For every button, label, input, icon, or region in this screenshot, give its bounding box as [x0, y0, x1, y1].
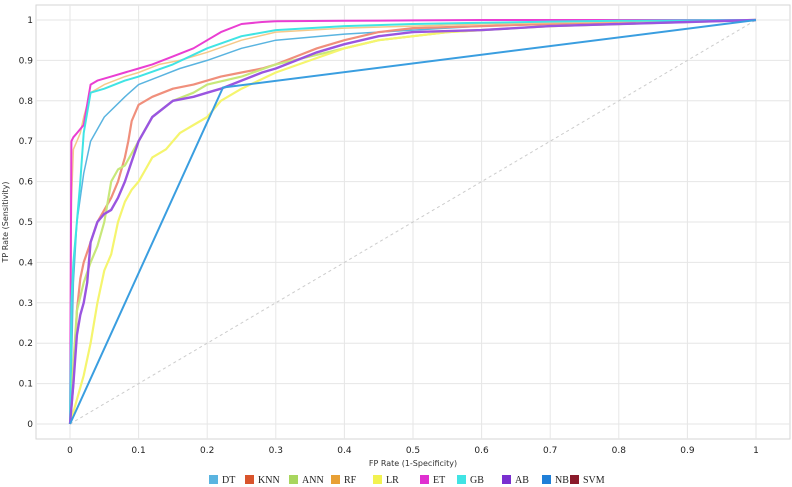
x-tick-label: 0.3 — [269, 446, 283, 456]
y-tick-label: 0.5 — [19, 218, 33, 228]
roc-line-rf — [69, 19, 757, 425]
y-axis-title: TP Rate (Sensitivity) — [1, 181, 10, 263]
legend-label: AB — [515, 475, 529, 486]
legend-item-svm: SVM — [570, 475, 605, 486]
legend-item-ann: ANN — [289, 475, 324, 486]
legend-item-rf: RF — [331, 475, 357, 486]
y-tick-label: 0.8 — [19, 97, 34, 107]
legend-swatch — [289, 475, 298, 484]
legend-label: RF — [344, 475, 357, 486]
legend-item-et: ET — [420, 475, 445, 486]
legend-label: SVM — [583, 475, 605, 486]
legend-item-knn: KNN — [245, 475, 280, 486]
x-tick-label: 0.2 — [200, 446, 214, 456]
legend-swatch — [542, 475, 551, 484]
x-tick-label: 1 — [753, 446, 759, 456]
y-tick-label: 0.1 — [19, 380, 33, 390]
legend-label: ANN — [302, 475, 324, 486]
y-tick-label: 0.2 — [19, 339, 33, 349]
roc-line-nb — [69, 19, 757, 425]
legend-label: ET — [433, 475, 445, 486]
legend-label: NB — [555, 475, 569, 486]
x-tick-label: 0.8 — [612, 446, 627, 456]
x-tick-labels: 0 0.1 0.2 0.3 0.4 0.5 0.6 0.7 0.8 0.9 1 — [67, 446, 759, 456]
roc-line-gb — [69, 19, 757, 425]
legend-swatch — [457, 475, 466, 484]
legend-label: DT — [222, 475, 235, 486]
legend-swatch — [420, 475, 429, 484]
x-axis-title: FP Rate (1-Specificity) — [369, 459, 457, 468]
legend-swatch — [502, 475, 511, 484]
legend-swatch — [245, 475, 254, 484]
x-tick-label: 0 — [67, 446, 73, 456]
legend-label: GB — [470, 475, 484, 486]
x-tick-label: 0.5 — [406, 446, 420, 456]
x-tick-label: 0.7 — [543, 446, 557, 456]
legend-label: LR — [386, 475, 399, 486]
legend-item-nb: NB — [542, 475, 569, 486]
roc-line-et — [69, 19, 756, 425]
legend-item-gb: GB — [457, 475, 484, 486]
legend-swatch — [209, 475, 218, 484]
legend-item-ab: AB — [502, 475, 529, 486]
x-tick-label: 0.1 — [131, 446, 145, 456]
legend-item-dt: DT — [209, 475, 235, 486]
y-tick-label: 0.6 — [19, 178, 34, 188]
legend-swatch — [570, 475, 579, 484]
y-tick-label: 1 — [27, 16, 33, 26]
legend-swatch — [373, 475, 382, 484]
y-tick-label: 0.4 — [19, 258, 34, 268]
y-tick-label: 0.3 — [19, 299, 33, 309]
legend-swatch — [331, 475, 340, 484]
x-tick-label: 0.9 — [680, 446, 695, 456]
x-tick-label: 0.4 — [337, 446, 352, 456]
legend: DT KNN ANN RF LR ET GB AB NB SVM — [209, 475, 605, 486]
roc-line-ab — [68, 18, 757, 425]
y-tick-label: 0.7 — [19, 137, 33, 147]
x-tick-label: 0.6 — [474, 446, 489, 456]
y-tick-label: 0 — [27, 420, 33, 430]
y-tick-labels: 0 0.1 0.2 0.3 0.4 0.5 0.6 0.7 0.8 0.9 1 — [19, 16, 34, 430]
legend-label: KNN — [258, 475, 280, 486]
legend-item-lr: LR — [373, 475, 399, 486]
series-layer — [68, 18, 757, 425]
reference-diagonal-line — [69, 19, 757, 425]
y-tick-label: 0.9 — [19, 56, 34, 66]
